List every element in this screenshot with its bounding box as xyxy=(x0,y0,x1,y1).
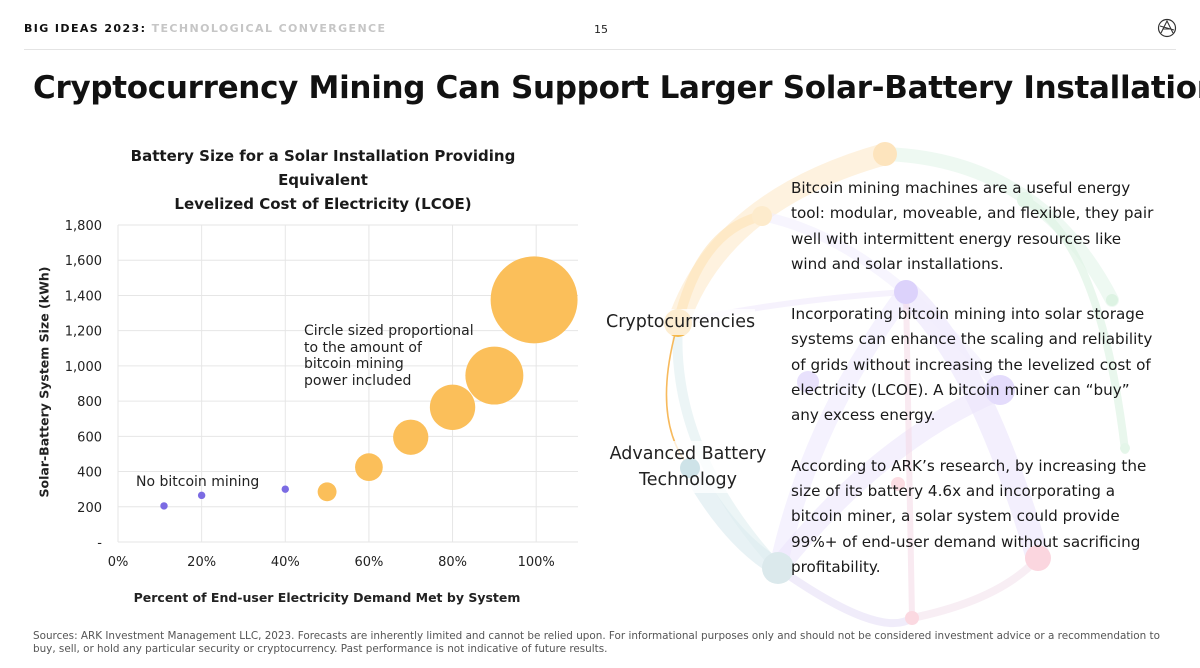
x-axis-title: Percent of End-user Electricity Demand M… xyxy=(133,590,521,605)
body-paragraph-2: Incorporating bitcoin mining into solar … xyxy=(791,305,1153,425)
y-tick-label: 200 xyxy=(77,501,102,516)
network-node xyxy=(905,611,919,625)
mining-bubble xyxy=(355,453,383,482)
network-link xyxy=(768,380,1010,578)
network-node xyxy=(762,552,794,584)
y-tick-label: 600 xyxy=(77,430,102,445)
network-link xyxy=(903,289,915,621)
header: BIG IDEAS 2023: TECHNOLOGICAL CONVERGENC… xyxy=(24,22,386,35)
body-paragraph-1: Bitcoin mining machines are a useful ene… xyxy=(791,179,1154,273)
chart-title-line1: Battery Size for a Solar Installation Pr… xyxy=(130,147,516,189)
battery-label-line1: Advanced Battery xyxy=(609,444,767,464)
network-link xyxy=(774,564,916,628)
y-tick-label: 400 xyxy=(77,466,102,481)
annotation-line: power included xyxy=(304,372,412,389)
x-tick-label: 100% xyxy=(518,555,555,570)
y-tick-label: 1,800 xyxy=(65,219,102,234)
header-subtitle: TECHNOLOGICAL CONVERGENCE xyxy=(151,22,387,35)
header-separator: : xyxy=(140,22,147,35)
network-node xyxy=(752,206,772,226)
network-link xyxy=(769,283,915,577)
advanced-battery-label: Advanced Battery Technology xyxy=(608,441,768,493)
annotation-line: Circle sized proportional xyxy=(304,323,474,339)
network-node xyxy=(873,142,897,166)
network-link xyxy=(878,147,1119,307)
no-mining-point xyxy=(197,491,206,500)
network-link xyxy=(1021,196,1129,454)
network-node xyxy=(1120,443,1130,453)
page-number: 15 xyxy=(594,23,608,36)
y-tick-label: 1,400 xyxy=(65,289,102,304)
network-node xyxy=(894,280,918,304)
body-text: Bitcoin mining machines are a useful ene… xyxy=(791,176,1161,605)
network-node xyxy=(1017,192,1033,208)
cryptocurrencies-label: Cryptocurrencies xyxy=(606,309,756,335)
ark-logo-icon xyxy=(1157,18,1177,42)
y-tick-label: - xyxy=(97,536,102,551)
header-brand: BIG IDEAS 2023 xyxy=(24,22,141,35)
mining-bubble xyxy=(429,384,476,430)
mining-bubble xyxy=(490,256,578,344)
header-divider xyxy=(24,49,1176,50)
y-axis-title: Solar-Battery System Size (kWh) xyxy=(36,266,52,498)
mining-bubble xyxy=(465,346,524,405)
y-tick-label: 800 xyxy=(77,395,102,410)
mining-bubble xyxy=(393,419,429,455)
bubble-size-annotation: Circle sized proportional to the amount … xyxy=(304,323,484,389)
x-tick-label: 40% xyxy=(271,555,300,570)
chart-title: Battery Size for a Solar Installation Pr… xyxy=(100,144,546,216)
mining-bubble xyxy=(317,482,337,502)
sources-footnote: Sources: ARK Investment Management LLC, … xyxy=(33,630,1160,655)
x-tick-label: 20% xyxy=(187,555,216,570)
y-tick-label: 1,600 xyxy=(65,254,102,269)
x-tick-label: 80% xyxy=(438,555,467,570)
network-node xyxy=(985,375,1015,405)
bubble-chart: - 200 400 600 800 1,000 1,200 1,400 1,600 1,800 0%… xyxy=(65,219,578,570)
y-tick-label: 1,000 xyxy=(65,360,102,375)
annotation-line: to the amount of xyxy=(304,339,422,356)
y-tick-label: 1,200 xyxy=(65,325,102,340)
x-tick-label: 0% xyxy=(108,555,129,570)
no-mining-point xyxy=(281,485,289,493)
network-link xyxy=(673,211,767,328)
chart-title-line2: Levelized Cost of Electricity (LCOE) xyxy=(174,195,472,213)
network-link xyxy=(757,211,1005,395)
body-paragraph-3: According to ARK’s research, by increasi… xyxy=(791,456,1147,576)
battery-label-line2: Technology xyxy=(638,470,738,490)
network-node xyxy=(891,477,905,491)
annotation-line: bitcoin mining xyxy=(304,356,404,372)
no-mining-annotation: No bitcoin mining xyxy=(136,474,260,490)
no-mining-point xyxy=(160,502,168,510)
network-node xyxy=(1025,545,1051,571)
network-node xyxy=(797,371,819,393)
page-title: Cryptocurrency Mining Can Support Larger… xyxy=(33,70,1200,106)
network-node xyxy=(1106,294,1118,306)
network-link xyxy=(908,554,1042,622)
x-tick-label: 60% xyxy=(354,555,383,570)
